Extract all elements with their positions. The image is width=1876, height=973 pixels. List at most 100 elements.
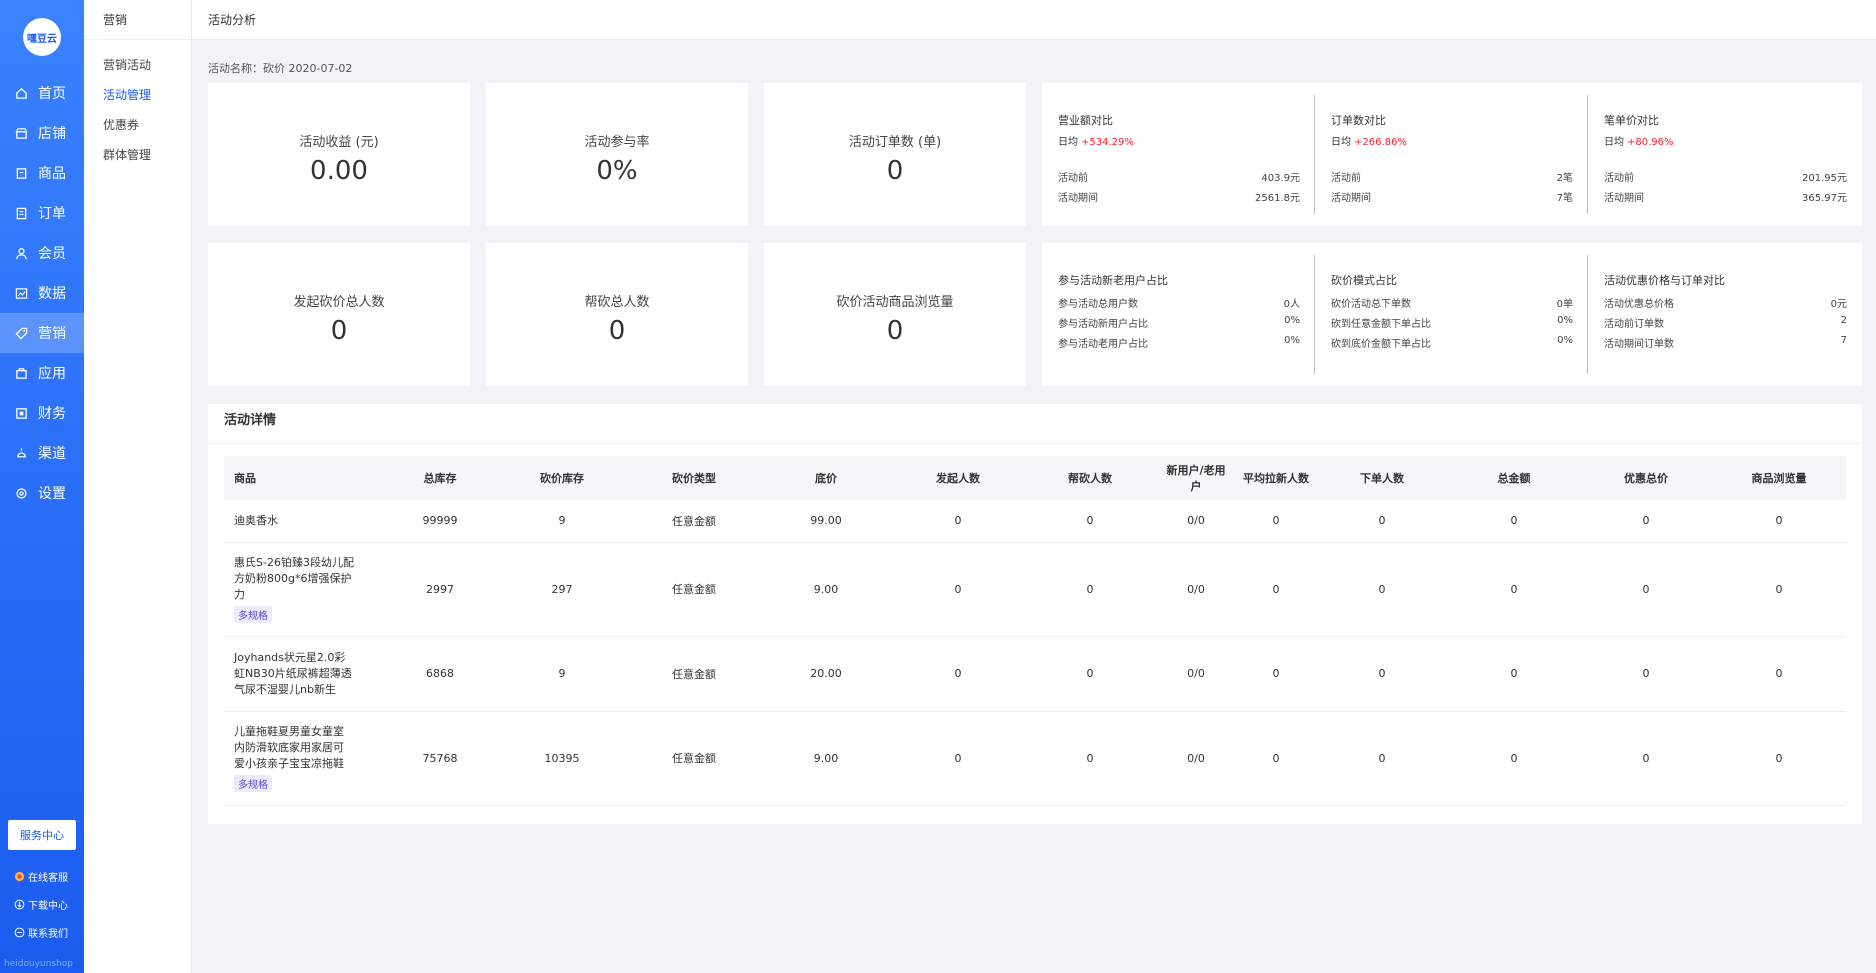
ratio-title: 砍价模式占比 [1331, 274, 1397, 287]
table-cell: 0 [1580, 711, 1712, 806]
table-cell: 0 [1580, 500, 1712, 543]
stat-value: 0 [330, 316, 348, 346]
table-cell: 任意金额 [628, 542, 760, 637]
primary-sidebar: 嘿豆云 首页 店铺 商品 订单 会员 数据 营销 [0, 0, 84, 973]
finance-icon [14, 406, 28, 420]
stat-value: 0.00 [310, 156, 368, 186]
detail-title: 活动详情 [208, 404, 1862, 444]
table-cell: 0 [1712, 636, 1846, 712]
submenu-title: 营销 [84, 0, 191, 40]
comparison-row: 活动期间 2561.8元 [1058, 193, 1300, 204]
table-cell: 6868 [384, 636, 496, 712]
table-cell: 0 [892, 500, 1024, 543]
store-icon [14, 126, 28, 140]
orders-comparison: 订单数对比 日均 +266.86% 活动前 2笔 活动期间 7笔 [1315, 95, 1588, 214]
table-cell: 0 [1448, 500, 1580, 543]
nav-item-label: 营销 [38, 326, 66, 342]
nav-item-finance[interactable]: 财务 [0, 393, 84, 433]
main-nav: 首页 店铺 商品 订单 会员 数据 营销 应用 [0, 73, 84, 513]
stat-value: 0 [886, 316, 904, 346]
table-cell: 0 [1024, 636, 1156, 712]
table-row: Joyhands状元星2.0彩虹NB30片纸尿裤超薄透气尿不湿婴儿nb新生 68… [224, 636, 1846, 712]
stat-card-helpers: 帮砍总人数 0 [486, 243, 748, 386]
gear-icon [14, 486, 28, 500]
activity-detail-table: 商品 总库存 砍价库存 砍价类型 底价 发起人数 帮砍人数 新用户/老用户 平均… [224, 456, 1846, 806]
multi-spec-tag: 多规格 [234, 775, 272, 792]
product-name[interactable]: 儿童拖鞋夏男童女童室内防滑软底家用家居可爱小孩亲子宝宝凉拖鞋 [234, 725, 344, 770]
daily-average: 日均 +266.86% [1331, 137, 1407, 148]
table-cell: 0 [1712, 711, 1846, 806]
nav-item-home[interactable]: 首页 [0, 73, 84, 113]
brand-logo[interactable]: 嘿豆云 [23, 18, 61, 56]
ratio-row: 砍价活动总下单数 0单 [1331, 299, 1573, 310]
comparison-row: 活动前 403.9元 [1058, 173, 1300, 184]
table-cell: 0 [1316, 542, 1448, 637]
table-cell: 任意金额 [628, 636, 760, 712]
column-header: 新用户/老用户 [1156, 456, 1236, 500]
submenu-item-activity-management[interactable]: 活动管理 [103, 88, 152, 102]
nav-item-channel[interactable]: 渠道 [0, 433, 84, 473]
nav-item-apps[interactable]: 应用 [0, 353, 84, 393]
comparison-title: 笔单价对比 [1604, 114, 1659, 127]
nav-item-goods[interactable]: 商品 [0, 153, 84, 193]
stat-label: 活动收益 (元) [299, 135, 379, 150]
comparison-row: 活动前 201.95元 [1604, 173, 1847, 184]
table-cell: 0 [892, 636, 1024, 712]
table-cell: 297 [496, 542, 628, 637]
ratio-row: 参与活动老用户占比 0% [1058, 335, 1300, 350]
table-cell: 0 [892, 711, 1024, 806]
stat-card-participation: 活动参与率 0% [486, 83, 748, 226]
secondary-sidebar: 营销 营销活动 活动管理 优惠券 群体管理 [84, 0, 192, 973]
nav-item-label: 设置 [38, 486, 66, 502]
column-header: 帮砍人数 [1024, 456, 1156, 500]
ratio-title: 参与活动新老用户占比 [1058, 274, 1168, 287]
stat-label: 活动订单数 (单) [848, 135, 942, 150]
table-cell: 0 [1236, 636, 1316, 712]
ratio-card: 参与活动新老用户占比 参与活动总用户数 0人 参与活动新用户占比 0% 参与活动老用… [1042, 243, 1862, 386]
ratio-title: 活动优惠价格与订单对比 [1604, 274, 1725, 287]
online-service-link[interactable]: 在线客服 [14, 862, 68, 890]
table-cell: 9.00 [760, 711, 892, 806]
table-cell: 0 [1448, 636, 1580, 712]
comparison-card: 营业额对比 日均 +534.29% 活动前 403.9元 活动期间 2561.8元 订… [1042, 83, 1862, 226]
product-name[interactable]: Joyhands状元星2.0彩虹NB30片纸尿裤超薄透气尿不湿婴儿nb新生 [234, 650, 352, 696]
table-cell: 任意金额 [628, 711, 760, 806]
stat-label: 活动参与率 [584, 135, 650, 150]
table-cell: 0/0 [1156, 711, 1236, 806]
download-icon [14, 899, 25, 910]
stat-value: 0 [886, 156, 904, 186]
table-cell: 0 [1580, 542, 1712, 637]
submenu-item-group-management[interactable]: 群体管理 [103, 148, 152, 162]
service-center-button[interactable]: 服务中心 [8, 820, 76, 850]
nav-item-marketing[interactable]: 营销 [0, 313, 84, 353]
stat-card-views: 砍价活动商品浏览量 0 [764, 243, 1026, 386]
submenu-item-coupons[interactable]: 优惠券 [103, 118, 140, 132]
nav-item-store[interactable]: 店铺 [0, 113, 84, 153]
table-cell: 0 [1024, 500, 1156, 543]
nav-item-label: 订单 [38, 206, 66, 222]
message-icon [14, 927, 25, 938]
nav-item-member[interactable]: 会员 [0, 233, 84, 273]
nav-item-data[interactable]: 数据 [0, 273, 84, 313]
product-cell: 迪奥香水 [224, 500, 384, 543]
product-name[interactable]: 惠氏S-26铂臻3段幼儿配方奶粉800g*6增强保护力 [234, 556, 354, 601]
contact-us-link[interactable]: 联系我们 [14, 918, 68, 946]
submenu-item-marketing-activities[interactable]: 营销活动 [103, 58, 152, 72]
column-header: 下单人数 [1316, 456, 1448, 500]
stat-label: 帮砍总人数 [584, 295, 650, 310]
revenue-comparison: 营业额对比 日均 +534.29% 活动前 403.9元 活动期间 2561.8元 [1042, 95, 1315, 214]
ratio-row: 活动优惠总价格 0元 [1604, 299, 1847, 310]
nav-item-order[interactable]: 订单 [0, 193, 84, 233]
table-cell: 0 [1316, 636, 1448, 712]
product-name[interactable]: 迪奥香水 [234, 513, 278, 527]
nav-item-settings[interactable]: 设置 [0, 473, 84, 513]
product-cell: Joyhands状元星2.0彩虹NB30片纸尿裤超薄透气尿不湿婴儿nb新生 [224, 636, 384, 712]
download-center-link[interactable]: 下载中心 [14, 890, 68, 918]
breadcrumb: 活动分析 [208, 13, 257, 27]
bargain-mode-ratio: 砍价模式占比 砍价活动总下单数 0单 砍到任意金额下单占比 0% 砍到底价金额下单占… [1315, 255, 1588, 374]
table-cell: 0 [892, 542, 1024, 637]
growth-rate: +534.29% [1081, 137, 1134, 148]
comparison-row: 活动前 2笔 [1331, 173, 1573, 184]
product-cell: 惠氏S-26铂臻3段幼儿配方奶粉800g*6增强保护力 多规格 [224, 542, 384, 637]
stat-card-orders: 活动订单数 (单) 0 [764, 83, 1026, 226]
